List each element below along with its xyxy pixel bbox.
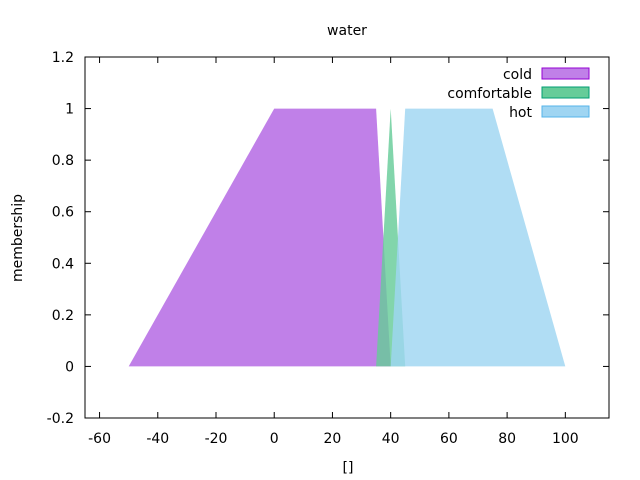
- axis-ticks: -60 -40 -20 0 20 40 60 80 100 -0.2 0 0.2 0.4 0.6 0.8 1 1…: [47, 50, 609, 447]
- y-tick-label: 0.8: [52, 153, 74, 169]
- series-layer: [128, 108, 566, 367]
- y-tick-label: 1.2: [52, 50, 74, 66]
- y-tick-label: 0.2: [52, 308, 74, 324]
- legend-label-hot: hot: [509, 105, 532, 121]
- y-tick-label: 0.6: [52, 205, 74, 221]
- y-axis-label: membership: [10, 194, 26, 282]
- legend-swatch-cold: [541, 67, 590, 80]
- legend-label-cold: cold: [503, 67, 532, 83]
- chart-title: water: [327, 23, 367, 39]
- legend-label-comfortable: comfortable: [447, 86, 532, 102]
- x-tick-label: 20: [324, 431, 342, 447]
- legend-swatch-comfortable: [541, 86, 590, 99]
- x-axis-label: []: [343, 460, 354, 476]
- x-tick-label: 80: [498, 431, 516, 447]
- legend-swatch-hot: [541, 105, 590, 118]
- x-tick-label: 100: [552, 431, 579, 447]
- series-area-cold: [128, 108, 391, 367]
- series-area-hot: [390, 108, 566, 367]
- plot-frame: [84, 56, 610, 419]
- x-tick-label: -20: [205, 431, 228, 447]
- y-tick-label: 0.4: [52, 256, 74, 272]
- x-tick-label: -40: [146, 431, 169, 447]
- x-tick-label: -60: [88, 431, 111, 447]
- y-tick-label: 1: [65, 102, 74, 118]
- y-tick-label: -0.2: [47, 411, 74, 427]
- legend: cold comfortable hot: [447, 67, 590, 121]
- x-tick-label: 60: [440, 431, 458, 447]
- y-tick-label: 0: [65, 359, 74, 375]
- x-tick-label: 0: [270, 431, 279, 447]
- x-tick-label: 40: [382, 431, 400, 447]
